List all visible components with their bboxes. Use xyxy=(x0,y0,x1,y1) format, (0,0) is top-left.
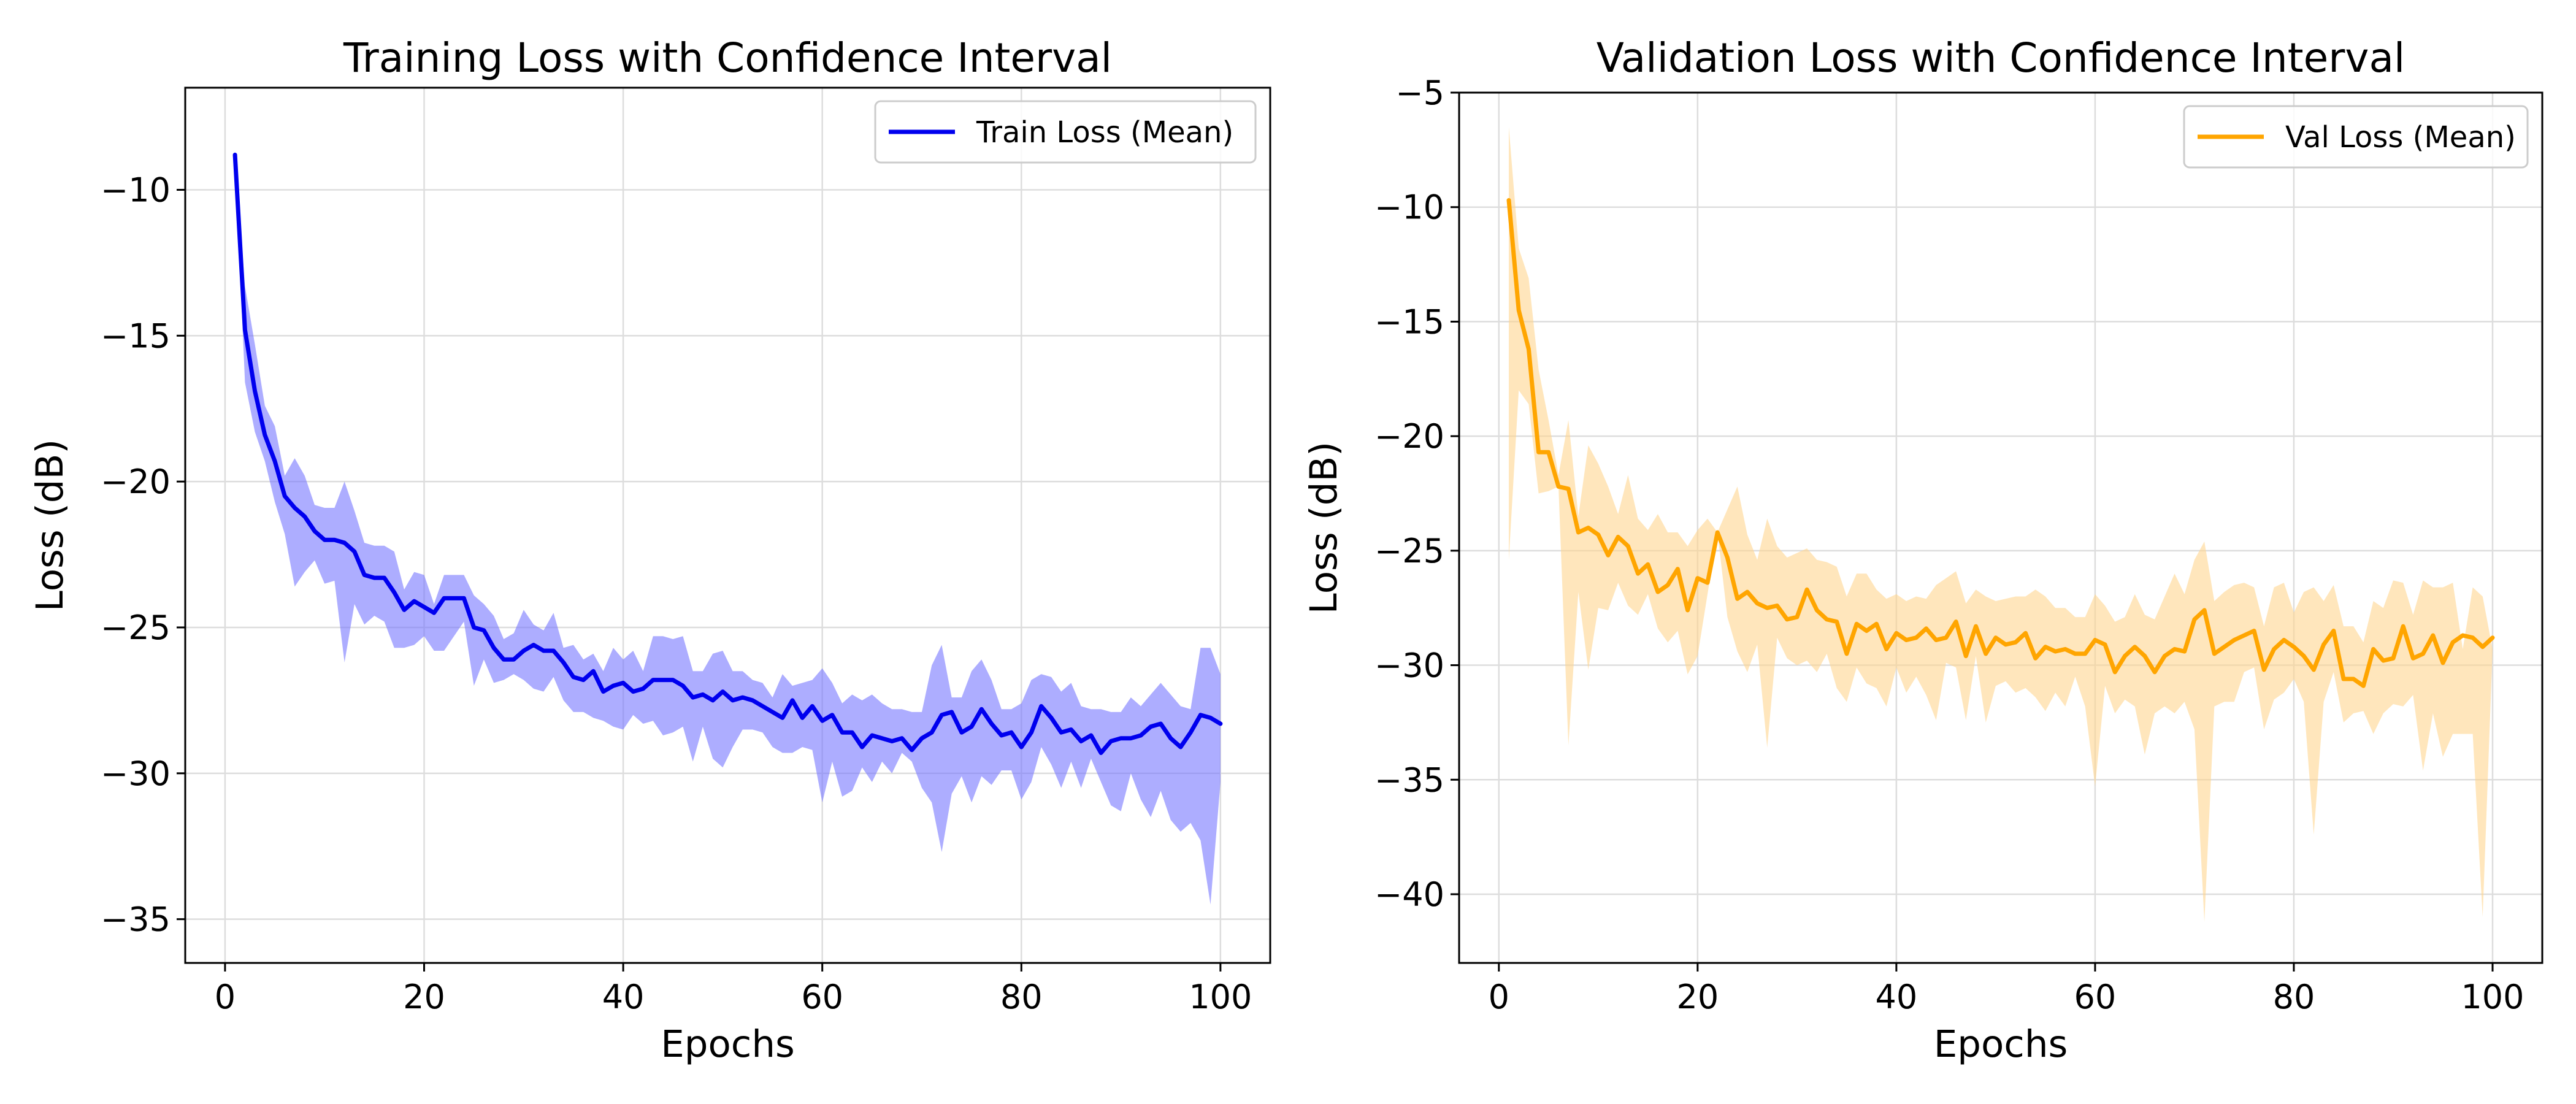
validation-y-tick-label: −10 xyxy=(1374,188,1444,227)
training-y-tick-label: −15 xyxy=(101,316,171,355)
training-x-tick-label: 80 xyxy=(1000,978,1043,1016)
validation-ticks: 0 20 40 60 80 100 −5 −10 −15 −20 −25 −30 −35 −40 xyxy=(1374,74,2524,1016)
validation-x-tick-label: 60 xyxy=(2074,978,2117,1016)
validation-legend-label: Val Loss (Mean) xyxy=(2285,120,2516,155)
training-y-tick-label: −20 xyxy=(101,462,171,501)
validation-chart-title: Validation Loss with Confidence Interval xyxy=(1597,34,2405,82)
training-x-tick-label: 0 xyxy=(215,978,236,1016)
validation-mean-line xyxy=(1506,198,2495,688)
training-series-group xyxy=(232,152,1223,755)
validation-y-tick-label: −15 xyxy=(1374,302,1444,341)
training-mean-line xyxy=(232,152,1223,755)
training-legend-label: Train Loss (Mean) xyxy=(976,115,1233,150)
validation-x-tick-label: 80 xyxy=(2273,978,2315,1016)
validation-legend: Val Loss (Mean) xyxy=(2183,105,2529,169)
training-loss-panel: 0 20 40 60 80 100 −10 −15 −20 −25 −30 −35 Training … xyxy=(28,34,1271,1066)
training-y-tick-label: −35 xyxy=(101,900,171,939)
training-y-axis-label: Loss (dB) xyxy=(28,439,72,611)
validation-y-axis-label: Loss (dB) xyxy=(1302,442,1346,614)
training-y-tick-label: −25 xyxy=(101,608,171,647)
training-legend-box xyxy=(874,100,1257,164)
validation-series-group xyxy=(1506,198,2495,688)
validation-x-tick-label: 0 xyxy=(1489,978,1509,1016)
validation-y-tick-label: −20 xyxy=(1374,417,1444,456)
training-plot-frame xyxy=(184,86,1271,964)
validation-y-tick-label: −35 xyxy=(1374,761,1444,799)
training-x-axis-label: Epochs xyxy=(661,1022,795,1066)
training-ticks: 0 20 40 60 80 100 −10 −15 −20 −25 −30 −35 xyxy=(101,171,1252,1016)
validation-x-tick-label: 100 xyxy=(2461,978,2524,1016)
validation-x-tick-label: 40 xyxy=(1876,978,1918,1016)
training-confidence-band-group xyxy=(235,155,1221,905)
validation-y-tick-label: −25 xyxy=(1374,532,1444,570)
validation-y-tick-label: −30 xyxy=(1374,646,1444,685)
validation-confidence-band xyxy=(1509,127,2493,922)
training-x-tick-label: 100 xyxy=(1189,978,1252,1016)
training-confidence-band xyxy=(235,155,1221,905)
training-y-tick-label: −30 xyxy=(101,754,171,793)
validation-confidence-band-group xyxy=(1509,127,2493,922)
training-legend: Train Loss (Mean) xyxy=(874,100,1257,164)
training-chart-title: Training Loss with Confidence Interval xyxy=(343,34,1112,82)
validation-loss-panel: 0 20 40 60 80 100 −5 −10 −15 −20 −25 −30 −35 −40 Vali… xyxy=(1302,34,2543,1066)
training-x-tick-label: 20 xyxy=(403,978,445,1016)
validation-y-tick-label: −40 xyxy=(1374,875,1444,914)
validation-plot-frame xyxy=(1458,91,2543,964)
validation-y-tick-label: −5 xyxy=(1395,74,1444,112)
training-grid xyxy=(185,88,1270,963)
training-y-tick-label: −10 xyxy=(101,171,171,209)
validation-x-tick-label: 20 xyxy=(1676,978,1719,1016)
validation-legend-box xyxy=(2183,105,2529,169)
validation-x-axis-label: Epochs xyxy=(1934,1022,2068,1066)
training-x-tick-label: 60 xyxy=(801,978,843,1016)
training-x-tick-label: 40 xyxy=(602,978,645,1016)
